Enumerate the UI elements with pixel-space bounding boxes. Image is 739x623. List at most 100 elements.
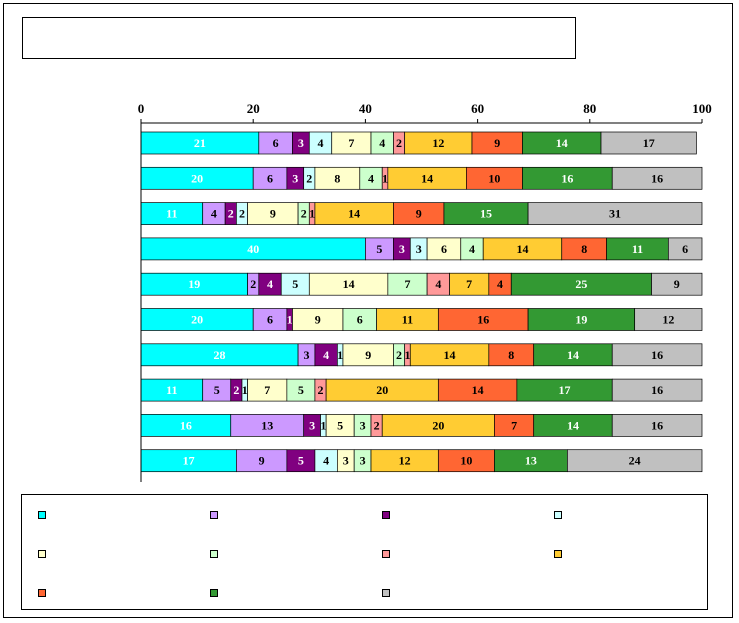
legend-item (38, 509, 188, 523)
legend-item (382, 509, 532, 523)
bar-value-label: 19 (188, 277, 200, 291)
bar-value-label: 14 (343, 277, 355, 291)
bar-row: 20 6 1 9 6 11 16 19 12 (140, 308, 703, 331)
bar-value-label: 2 (396, 348, 402, 362)
bar-value-label: 4 (267, 277, 273, 291)
bar-value-label: 1 (309, 207, 315, 221)
bar-segment (667, 237, 703, 261)
bar-value-label: 5 (298, 454, 304, 468)
bar-row: 28 3 4 1 9 2 1 14 8 14 16 (140, 343, 703, 367)
x-tick-label: 0 (138, 101, 145, 116)
bar-value-label: 16 (180, 418, 192, 432)
bar-value-label: 4 (469, 242, 475, 256)
bar-value-label: 2 (306, 171, 312, 185)
bar-segment (527, 202, 703, 225)
bar-value-label: 7 (466, 277, 472, 291)
bar-value-label: 4 (211, 207, 217, 221)
x-tick-label: 100 (692, 101, 712, 116)
legend-swatch (382, 511, 390, 519)
bar-value-label: 11 (402, 313, 413, 327)
bar-value-label: 9 (270, 207, 276, 221)
bar-value-label: 16 (561, 171, 573, 185)
legend-swatch (210, 550, 218, 558)
bar-value-label: 16 (651, 418, 663, 432)
legend (21, 494, 708, 610)
bar-value-label: 2 (228, 207, 234, 221)
bar-value-label: 5 (298, 383, 304, 397)
bar-value-label: 25 (575, 277, 587, 291)
bar-value-label: 16 (477, 313, 489, 327)
bar-segment (651, 272, 703, 296)
bar-value-label: 11 (632, 242, 643, 256)
x-axis-ticks: 0 20 40 60 80 100 (138, 101, 712, 123)
bar-value-label: 14 (348, 207, 360, 221)
bar-row: 11 5 2 1 7 5 2 20 14 17 16 (140, 378, 703, 402)
bar-value-label: 5 (292, 277, 298, 291)
bar-value-label: 14 (567, 418, 579, 432)
legend-item (210, 548, 360, 562)
bar-value-label: 11 (166, 383, 177, 397)
bar-value-label: 1 (320, 418, 326, 432)
bar-row: 21 6 3 4 7 4 2 12 9 14 17 (140, 131, 697, 155)
bar-value-label: 15 (480, 207, 492, 221)
legend-item (38, 587, 188, 601)
legend-swatch (210, 589, 218, 597)
legend-item (382, 587, 532, 601)
bar-segment (567, 449, 703, 473)
bar-value-label: 1 (382, 171, 388, 185)
legend-swatch (38, 550, 46, 558)
legend-swatch (210, 511, 218, 519)
bar-value-label: 14 (444, 348, 456, 362)
bar-value-label: 4 (435, 277, 441, 291)
bar-value-label: 14 (421, 171, 433, 185)
bar-value-label: 20 (191, 313, 203, 327)
bar-value-label: 9 (674, 277, 680, 291)
bar-value-label: 16 (651, 348, 663, 362)
bar-value-label: 8 (581, 242, 587, 256)
bar-value-label: 4 (379, 136, 385, 150)
bar-value-label: 7 (264, 383, 270, 397)
bar-value-label: 3 (343, 454, 349, 468)
bar-value-label: 4 (323, 348, 329, 362)
bar-value-label: 1 (337, 348, 343, 362)
legend-item (382, 548, 532, 562)
legend-item (38, 548, 188, 562)
bar-row: 17 9 5 4 3 3 12 10 13 24 (140, 449, 703, 473)
bar-value-label: 14 (567, 348, 579, 362)
bar-value-label: 9 (416, 207, 422, 221)
bar-value-label: 9 (365, 348, 371, 362)
bar-value-label: 9 (259, 454, 265, 468)
bar-value-label: 14 (516, 242, 528, 256)
bar-value-label: 12 (662, 313, 674, 327)
legend-swatch (554, 511, 562, 519)
bar-row: 40 5 3 3 6 4 14 8 11 6 (140, 237, 703, 261)
bar-value-label: 5 (214, 383, 220, 397)
bar-value-label: 2 (250, 277, 256, 291)
x-tick-label: 40 (359, 101, 372, 116)
bar-value-label: 20 (191, 171, 203, 185)
bar-value-label: 6 (267, 171, 273, 185)
bar-value-label: 17 (183, 454, 195, 468)
bar-value-label: 1 (287, 313, 293, 327)
bar-row: 19 2 4 5 14 7 4 7 4 25 9 (140, 272, 703, 296)
bar-value-label: 40 (247, 242, 259, 256)
bar-value-label: 16 (651, 171, 663, 185)
x-tick-label: 80 (583, 101, 596, 116)
bar-value-label: 4 (323, 454, 329, 468)
bar-value-label: 6 (273, 136, 279, 150)
bar-value-label: 11 (166, 207, 177, 221)
bar-value-label: 28 (214, 348, 226, 362)
legend-swatch (38, 511, 46, 519)
bar-value-label: 19 (575, 313, 587, 327)
bar-value-label: 13 (261, 418, 273, 432)
bar-value-label: 3 (303, 348, 309, 362)
bar-row: 20 6 3 2 8 4 1 14 10 16 16 (140, 166, 703, 190)
bar-value-label: 8 (508, 348, 514, 362)
bar-value-label: 31 (609, 207, 621, 221)
bar-value-label: 10 (488, 171, 500, 185)
chart-title-box (22, 17, 576, 59)
legend-item (554, 509, 704, 523)
legend-item (210, 587, 360, 601)
